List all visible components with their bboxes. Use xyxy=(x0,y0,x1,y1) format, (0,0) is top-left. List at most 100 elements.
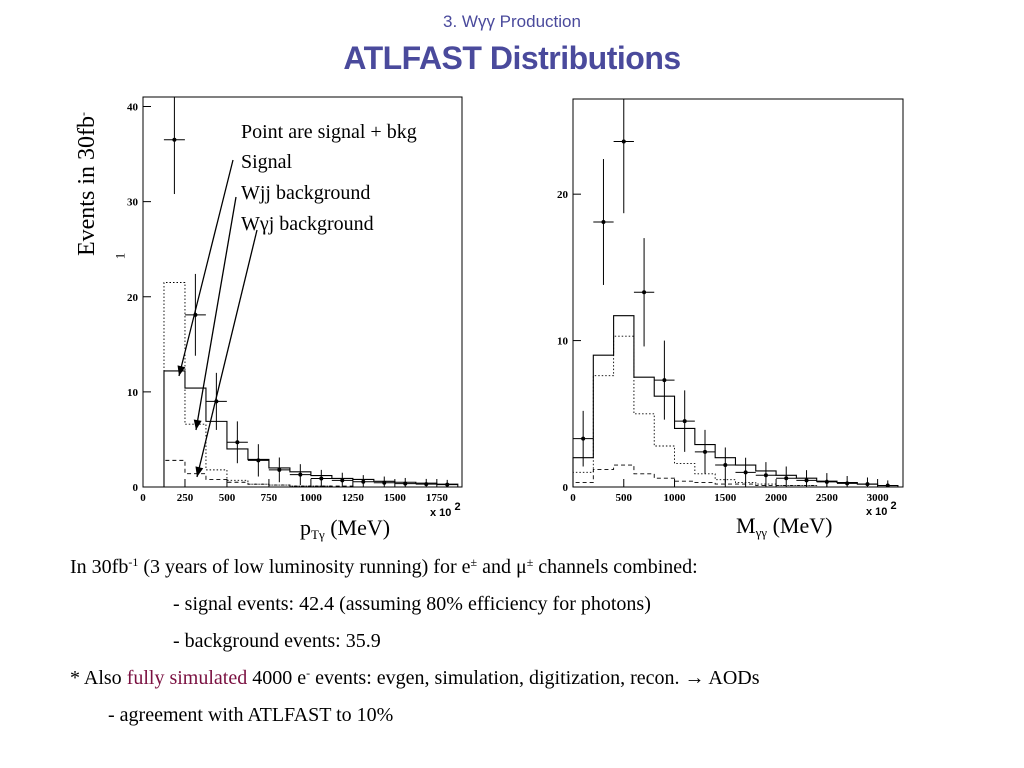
body-l1b: (3 years of low luminosity running) for … xyxy=(138,556,471,578)
left-x-unit: (MeV) xyxy=(330,515,391,540)
fully-simulated-link[interactable]: fully simulated xyxy=(126,667,248,689)
right-point xyxy=(703,449,707,454)
body-line-2: - signal events: 42.4 (assuming 80% effi… xyxy=(173,593,651,615)
right-x-unit: (MeV) xyxy=(772,513,833,538)
left-mult-text: x 10 xyxy=(430,507,452,519)
left-point xyxy=(319,476,324,481)
left-point xyxy=(403,481,408,486)
body-line-5: - agreement with ATLFAST to 10% xyxy=(108,704,394,726)
left-point xyxy=(277,467,282,472)
right-x-sub: γγ xyxy=(755,525,768,540)
arrow-wgj-head xyxy=(195,466,204,477)
right-point xyxy=(743,470,748,475)
body-l1-pm2: ± xyxy=(526,555,534,569)
right-hist-signal xyxy=(572,315,899,487)
slide-subtitle: 3. Wγγ Production xyxy=(443,12,581,31)
right-point xyxy=(865,482,870,487)
right-point xyxy=(621,139,626,144)
body-l1d: channels combined: xyxy=(533,556,698,578)
left-xtick-label: 500 xyxy=(219,492,236,504)
right-xtick-label: 500 xyxy=(616,492,633,504)
right-xtick-label: 3000 xyxy=(867,492,890,504)
legend-points: Point are signal + bkg xyxy=(241,121,417,143)
arrow-wjj-head xyxy=(193,419,202,430)
right-x-axis-label: Mγγ (MeV) xyxy=(736,513,833,540)
right-ytick-label: 20 xyxy=(557,189,569,201)
right-xtick-label: 2500 xyxy=(816,492,839,504)
right-mult-text: x 10 xyxy=(866,506,888,518)
left-mult-exp: 2 xyxy=(454,501,461,513)
left-point xyxy=(235,440,240,445)
left-hist-signal xyxy=(143,370,459,488)
body-l1-sup: -1 xyxy=(128,555,139,569)
left-ytick-label: 40 xyxy=(127,102,139,114)
right-point xyxy=(723,463,728,468)
body-l1a: In 30fb xyxy=(70,556,129,578)
body-l4c: events: evgen, simulation, digitization,… xyxy=(310,667,760,689)
left-point xyxy=(424,482,429,487)
left-ytick-label: 20 xyxy=(127,292,139,304)
legend-signal: Signal xyxy=(241,151,293,173)
left-xtick-label: 250 xyxy=(177,492,194,504)
right-point xyxy=(845,481,850,486)
left-point xyxy=(445,482,450,487)
right-x-multiplier: x 10 2 xyxy=(866,500,897,518)
left-xtick-label: 1500 xyxy=(384,492,407,504)
left-xtick-label: 1000 xyxy=(300,492,323,504)
y-axis-label-exponent: 1 xyxy=(112,252,128,260)
left-frame xyxy=(142,96,463,488)
left-point xyxy=(256,458,261,463)
body-line-1: In 30fb-1 (3 years of low luminosity run… xyxy=(70,555,698,579)
left-point xyxy=(382,480,387,485)
arrow-wjj-line xyxy=(195,196,237,431)
left-xtick-label: 0 xyxy=(140,492,146,504)
right-point xyxy=(682,419,687,424)
right-point xyxy=(885,483,890,488)
y-axis-label: Events in 30fb- xyxy=(74,84,102,284)
right-xtick-label: 2000 xyxy=(765,492,788,504)
right-point xyxy=(581,436,586,441)
pt-histogram: 0 10 20 30 40 0 250 500 750 1000 1250 1500 1750 xyxy=(127,96,463,504)
body-l4a: * Also xyxy=(70,667,127,689)
left-x-axis-label: pTγ (MeV) xyxy=(300,515,391,542)
left-hist-wjj-background xyxy=(143,282,458,488)
right-ytick-label: 10 xyxy=(557,336,569,348)
left-ytick-label: 30 xyxy=(127,197,139,209)
right-point xyxy=(601,219,606,224)
body-l4-sup: - xyxy=(306,666,311,680)
arrow-signal-line xyxy=(178,159,234,377)
right-point xyxy=(642,290,647,295)
right-point xyxy=(804,478,809,483)
mass-histogram: 0 10 20 0 500 1000 1500 2000 2500 3000 xyxy=(557,98,904,504)
slide-title: ATLFAST Distributions xyxy=(343,40,681,76)
right-point xyxy=(763,473,768,478)
left-xtick-label: 1750 xyxy=(426,492,449,504)
left-xtick-label: 750 xyxy=(261,492,278,504)
y-axis-label-sup: - xyxy=(76,112,90,117)
right-point xyxy=(662,378,667,383)
arrow-signal-head xyxy=(177,365,186,376)
body-line-4: * Also fully simulated 4000 e- events: e… xyxy=(70,666,760,690)
right-point xyxy=(784,476,789,481)
left-xtick-label: 1250 xyxy=(342,492,365,504)
right-hist-w-j-background xyxy=(572,464,898,488)
body-l1-pm1: ± xyxy=(470,555,478,569)
body-line-3: - background events: 35.9 xyxy=(173,630,381,652)
right-xtick-label: 1000 xyxy=(664,492,687,504)
left-point xyxy=(298,472,303,477)
left-ytick-label: 10 xyxy=(127,387,139,399)
body-l4b: 4000 e xyxy=(247,667,307,689)
right-ytick-label: 0 xyxy=(563,482,569,494)
body-l1c: and μ xyxy=(477,556,527,578)
right-mult-exp: 2 xyxy=(890,500,897,512)
left-point xyxy=(361,479,366,484)
right-frame xyxy=(572,98,904,488)
left-point xyxy=(340,478,345,483)
legend-wjj: Wjj background xyxy=(241,182,371,204)
y-axis-label-text: Events in 30fb xyxy=(74,116,100,256)
right-xtick-label: 1500 xyxy=(714,492,737,504)
legend-arrows xyxy=(177,159,258,478)
left-x-base: p xyxy=(300,515,311,540)
left-x-sub: Tγ xyxy=(311,527,325,542)
